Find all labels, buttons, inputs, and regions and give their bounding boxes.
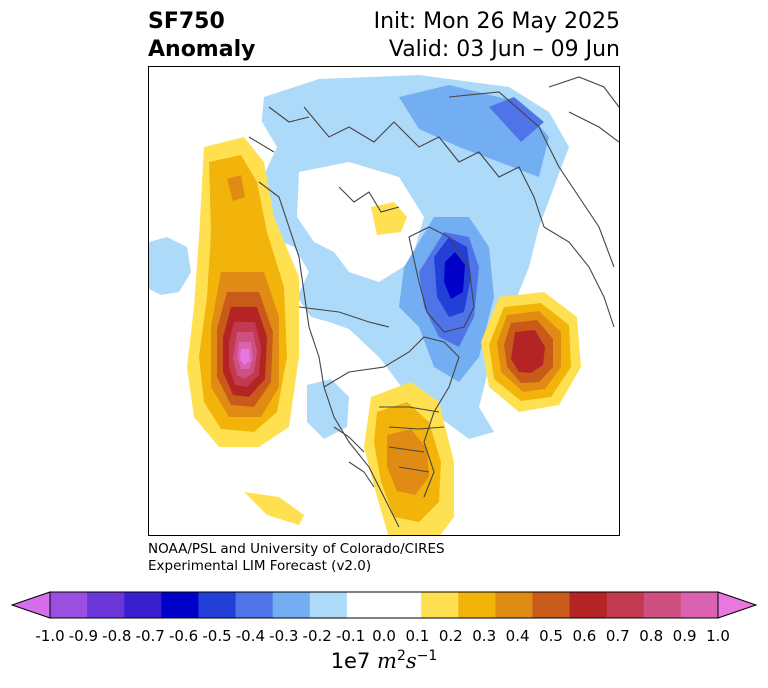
colorbar-cell bbox=[198, 592, 237, 618]
colorbar-cell bbox=[458, 592, 496, 618]
colorbar-tick-label: -0.9 bbox=[68, 627, 99, 645]
colorbar-cell bbox=[161, 592, 199, 618]
colorbar-cell bbox=[421, 592, 459, 618]
colorbar-tick-label: -0.8 bbox=[102, 627, 132, 645]
colorbar-cell bbox=[124, 592, 162, 618]
colorbar-cell bbox=[87, 592, 125, 618]
title-variable: SF750 bbox=[148, 9, 225, 34]
positive-anomaly-pacific bbox=[187, 137, 299, 447]
coastlines bbox=[248, 76, 619, 528]
colorbar-extend-high bbox=[717, 591, 758, 619]
colorbar-tick-label: -0.7 bbox=[135, 627, 165, 645]
colorbar-tick-label: -0.4 bbox=[235, 627, 266, 645]
colorbar-cell bbox=[50, 592, 88, 618]
colorbar-extend-low bbox=[10, 591, 51, 619]
credit-text: NOAA/PSL and University of Colorado/CIRE… bbox=[148, 541, 445, 575]
colorbar-cell bbox=[532, 592, 571, 618]
colorbar-cell bbox=[643, 592, 682, 618]
colorbar-units: 1e7 m2s−1 bbox=[331, 648, 438, 673]
colorbar bbox=[10, 591, 758, 619]
anomaly-map bbox=[148, 66, 620, 536]
positive-anomaly-atlantic bbox=[481, 292, 581, 412]
credit-line1: NOAA/PSL and University of Colorado/CIRE… bbox=[148, 541, 445, 557]
colorbar-tick-label: 0.6 bbox=[572, 627, 597, 645]
colorbar-tick-label: 0.2 bbox=[438, 627, 463, 645]
colorbar-tick-label: -0.3 bbox=[269, 627, 299, 645]
colorbar-tick-label: -0.6 bbox=[168, 627, 199, 645]
colorbar-tick-label: 0.5 bbox=[539, 627, 563, 645]
units-m: m bbox=[377, 649, 397, 673]
colorbar-cell bbox=[495, 592, 533, 618]
colorbar-cell bbox=[384, 592, 422, 618]
colorbar-cell bbox=[606, 592, 645, 618]
colorbar-cell bbox=[272, 592, 311, 618]
colorbar-tick-label: 0.0 bbox=[372, 627, 396, 645]
colorbar-cell bbox=[680, 592, 719, 618]
map-canvas bbox=[149, 75, 619, 535]
init-date: Init: Mon 26 May 2025 bbox=[373, 9, 620, 34]
colorbar-tick-label: 1.0 bbox=[706, 627, 730, 645]
colorbar-tick-label: 0.7 bbox=[605, 627, 630, 645]
colorbar-cell bbox=[569, 592, 608, 618]
colorbar-tick-label: 0.9 bbox=[672, 627, 697, 645]
valid-dates: Valid: 03 Jun – 09 Jun bbox=[388, 37, 620, 62]
colorbar-tick-label: 0.3 bbox=[472, 627, 497, 645]
colorbar-cell bbox=[346, 592, 385, 618]
colorbar-tick-label: -0.5 bbox=[202, 627, 232, 645]
colorbar-tick-label: -0.1 bbox=[335, 627, 366, 645]
colorbar-tick-label: 0.8 bbox=[639, 627, 664, 645]
units-s: s bbox=[405, 649, 417, 673]
colorbar-cell bbox=[309, 592, 348, 618]
title-type: Anomaly bbox=[148, 37, 256, 62]
negative-anomaly-medium bbox=[399, 85, 549, 382]
forecast-dates: Init: Mon 26 May 2025 Valid: 03 Jun – 09… bbox=[374, 8, 620, 64]
colorbar-outline bbox=[49, 591, 719, 619]
chart-title: SF750 Anomaly bbox=[148, 8, 255, 64]
colorbar-tick-label: 0.4 bbox=[505, 627, 530, 645]
units-base: 1e7 bbox=[330, 649, 371, 673]
colorbar-cells bbox=[50, 592, 719, 618]
units-s-exp: −1 bbox=[416, 648, 438, 664]
credit-line2: Experimental LIM Forecast (v2.0) bbox=[148, 558, 372, 574]
colorbar-tick-label: -1.0 bbox=[35, 627, 65, 645]
colorbar-tick-label: -0.2 bbox=[302, 627, 332, 645]
units-m-exp: 2 bbox=[396, 648, 406, 664]
colorbar-tick-label: 0.1 bbox=[405, 627, 430, 645]
colorbar-cell bbox=[235, 592, 274, 618]
